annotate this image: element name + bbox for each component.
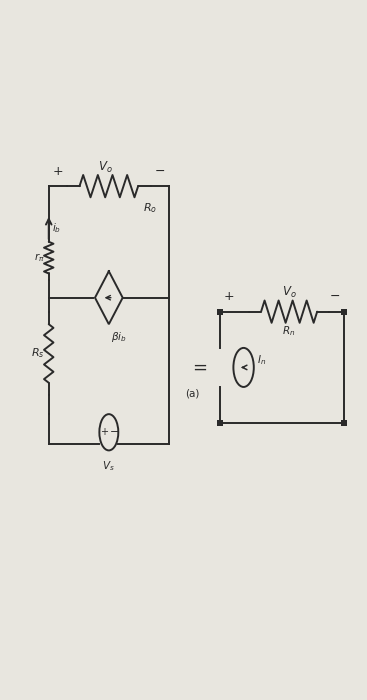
Text: +: + <box>99 427 108 438</box>
Text: $V_o$: $V_o$ <box>98 160 113 175</box>
Text: $r_\pi$: $r_\pi$ <box>34 251 45 264</box>
Text: $V_s$: $V_s$ <box>102 458 115 472</box>
Text: $V_o$: $V_o$ <box>282 286 297 300</box>
Text: −: − <box>109 427 119 438</box>
Text: (a): (a) <box>185 389 200 398</box>
Text: $I_n$: $I_n$ <box>257 354 266 368</box>
Text: −: − <box>330 290 340 303</box>
Text: $R_o$: $R_o$ <box>143 202 157 216</box>
Text: +: + <box>224 290 234 303</box>
Text: $R_s$: $R_s$ <box>32 346 45 360</box>
Text: $R_n$: $R_n$ <box>283 324 296 338</box>
Text: −: − <box>155 164 165 178</box>
Text: =: = <box>192 358 207 377</box>
Text: $\beta i_b$: $\beta i_b$ <box>111 330 126 344</box>
Text: +: + <box>52 164 63 178</box>
Text: $i_b$: $i_b$ <box>52 221 62 235</box>
